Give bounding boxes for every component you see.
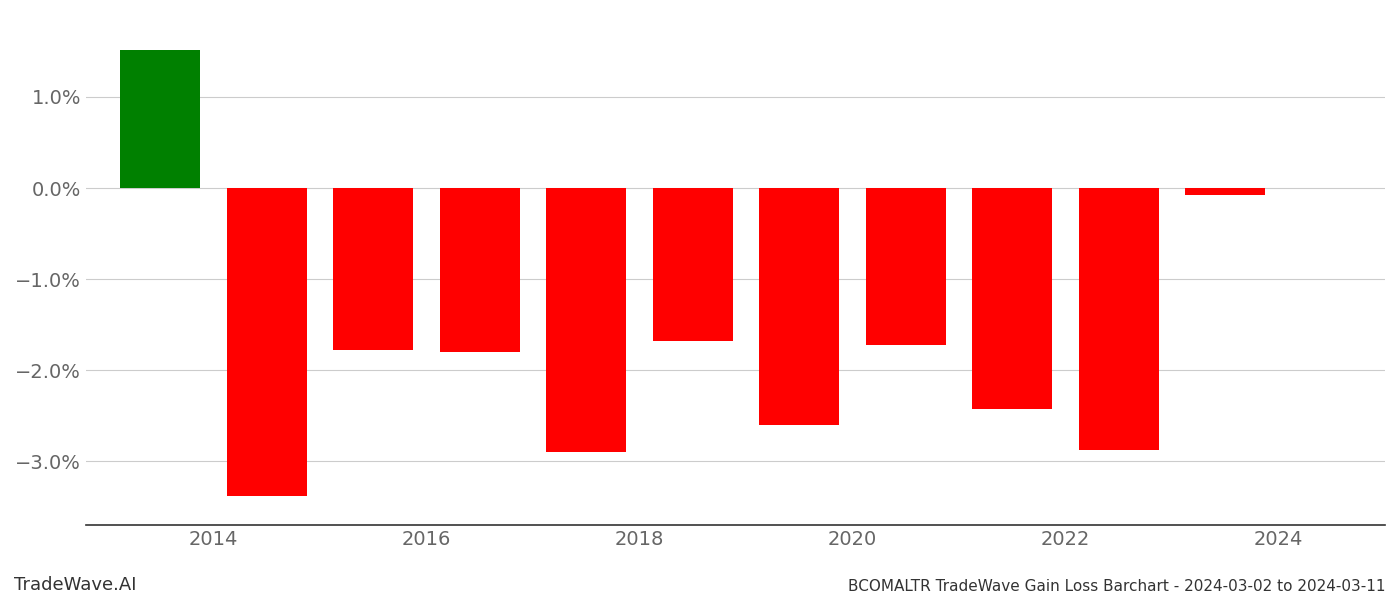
Bar: [333, 188, 413, 350]
Bar: [759, 188, 839, 425]
Bar: [652, 188, 732, 341]
Bar: [440, 188, 519, 352]
Bar: [973, 188, 1053, 409]
Bar: [120, 50, 200, 188]
Text: TradeWave.AI: TradeWave.AI: [14, 576, 137, 594]
Bar: [227, 188, 307, 496]
Bar: [865, 188, 945, 345]
Bar: [546, 188, 626, 452]
Bar: [1186, 188, 1266, 196]
Bar: [1079, 188, 1159, 451]
Text: BCOMALTR TradeWave Gain Loss Barchart - 2024-03-02 to 2024-03-11: BCOMALTR TradeWave Gain Loss Barchart - …: [848, 579, 1386, 594]
